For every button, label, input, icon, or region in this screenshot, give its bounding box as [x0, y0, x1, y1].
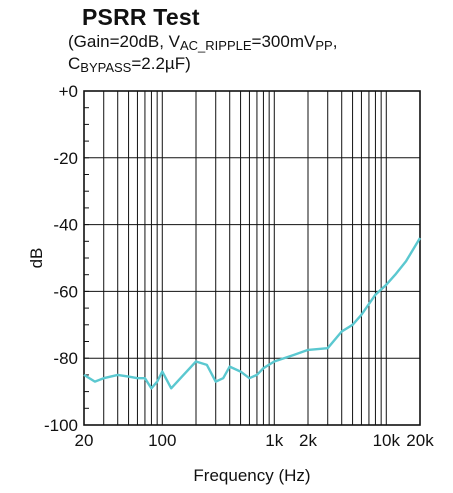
x-tick-label: 20	[75, 431, 94, 450]
x-tick-label: 1k	[265, 431, 283, 450]
y-tick-label: +0	[59, 82, 78, 101]
y-tick-label: -20	[53, 149, 78, 168]
y-axis-label: dB	[27, 248, 46, 269]
psrr-series-line	[83, 237, 422, 390]
y-tick-labels: +0 -20 -40 -60 -80 -100	[44, 82, 78, 435]
chart-subtitle: (Gain=20dB, VAC_RIPPLE=300mVPP, CBYPASS=…	[68, 33, 337, 77]
x-tick-labels: 20 100 1k 2k 10k 20k	[75, 431, 435, 450]
x-tick-label: 20k	[406, 431, 434, 450]
x-tick-label: 100	[148, 431, 176, 450]
chart-title: PSRR Test	[82, 4, 200, 30]
plot-frame	[83, 90, 421, 426]
y-tick-label: -100	[44, 416, 78, 435]
y-tick-label: -60	[53, 282, 78, 301]
chart-grid	[84, 90, 420, 426]
subtitle-line-2: CBYPASS=2.2µF)	[68, 54, 191, 76]
x-tick-label: 2k	[299, 431, 317, 450]
subtitle-line-1: (Gain=20dB, VAC_RIPPLE=300mVPP,	[68, 32, 338, 54]
x-tick-label: 10k	[373, 431, 401, 450]
x-axis-label: Frequency (Hz)	[193, 466, 310, 485]
y-tick-label: -40	[53, 216, 78, 235]
y-tick-label: -80	[53, 349, 78, 368]
